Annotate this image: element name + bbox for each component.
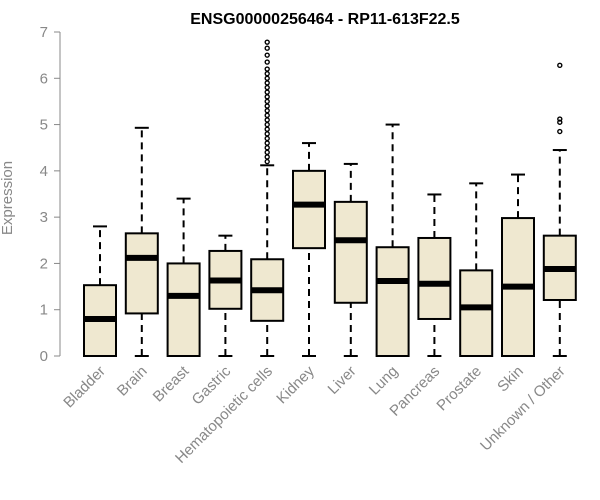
- outlier-point: [264, 140, 270, 146]
- outlier-point: [264, 117, 270, 123]
- outlier-point: [264, 89, 270, 95]
- outlier-point: [264, 158, 270, 165]
- outlier-point: [264, 70, 270, 77]
- box-iqr: [375, 246, 410, 358]
- box-iqr: [459, 269, 494, 357]
- outlier-point: [264, 154, 270, 160]
- box-kidney: [292, 142, 326, 357]
- chart-title: ENSG00000256464 - RP11-613F22.5: [190, 11, 460, 28]
- box-hematopoietic-cells: [250, 39, 285, 357]
- outlier-point: [264, 131, 270, 137]
- box-brain: [124, 126, 159, 357]
- y-tick-label: 0: [40, 348, 48, 365]
- box-prostate: [459, 182, 494, 357]
- box-iqr: [166, 262, 201, 357]
- outlier-point: [557, 128, 563, 135]
- outlier-point: [264, 84, 270, 91]
- y-axis: 0 1 2 3 4 5 6 7: [40, 24, 61, 365]
- y-tick-label: 7: [40, 24, 48, 41]
- outlier-point: [264, 126, 270, 132]
- outlier-point: [557, 119, 563, 125]
- outlier-point: [264, 145, 270, 151]
- y-tick-label: 6: [40, 70, 48, 87]
- box-liver: [333, 162, 368, 357]
- x-tick-label: Kidney: [273, 362, 318, 407]
- x-tick-label: Skin: [494, 363, 527, 396]
- x-tick-label: Bladder: [60, 363, 109, 412]
- y-tick-label: 4: [40, 163, 48, 180]
- box-bladder: [83, 225, 117, 358]
- y-tick-label: 5: [40, 117, 48, 134]
- outlier-point: [264, 149, 270, 156]
- y-tick-label: 1: [40, 302, 48, 319]
- outlier-point: [557, 116, 563, 122]
- outlier-point: [264, 45, 270, 51]
- box-lung: [375, 123, 410, 358]
- box-unknown-other: [542, 62, 577, 357]
- box-pancreas: [417, 193, 452, 357]
- outlier-point: [264, 98, 270, 105]
- outlier-point: [264, 121, 270, 128]
- outlier-point: [557, 62, 563, 69]
- box-breast: [166, 197, 201, 357]
- outlier-point: [264, 107, 270, 114]
- box-gastric: [208, 234, 243, 357]
- outlier-point: [264, 103, 270, 109]
- box-iqr: [124, 232, 159, 315]
- x-tick-label: Breast: [150, 362, 193, 405]
- box-iqr: [417, 236, 452, 320]
- x-tick-label: Brain: [114, 363, 151, 400]
- outlier-point: [264, 66, 270, 72]
- y-axis-label: Expression: [0, 161, 16, 235]
- x-tick-label: Lung: [366, 363, 402, 399]
- boxes-group: [83, 39, 577, 358]
- outlier-point: [264, 59, 270, 65]
- outlier-point: [264, 80, 270, 86]
- box-skin: [501, 173, 535, 357]
- y-tick-label: 3: [40, 209, 48, 226]
- y-tick-label: 2: [40, 255, 48, 272]
- outlier-point: [264, 135, 270, 142]
- outlier-point: [264, 52, 270, 58]
- box-iqr: [292, 169, 326, 250]
- x-tick-label: Prostate: [433, 363, 485, 415]
- box-iqr: [333, 200, 368, 304]
- outlier-point: [264, 94, 270, 100]
- outlier-point: [264, 112, 270, 119]
- outlier-point: [264, 39, 270, 45]
- outlier-point: [264, 75, 270, 81]
- x-tick-label: Liver: [325, 363, 360, 398]
